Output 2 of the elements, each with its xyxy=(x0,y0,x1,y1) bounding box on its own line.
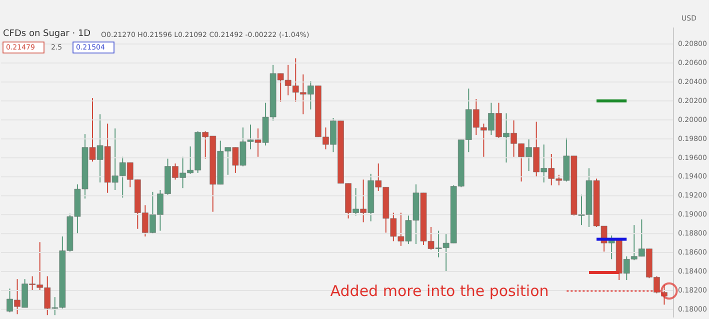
annotation: Added more into the position xyxy=(330,282,549,300)
chart-title: CFDs on Sugar · 1D xyxy=(3,29,91,39)
